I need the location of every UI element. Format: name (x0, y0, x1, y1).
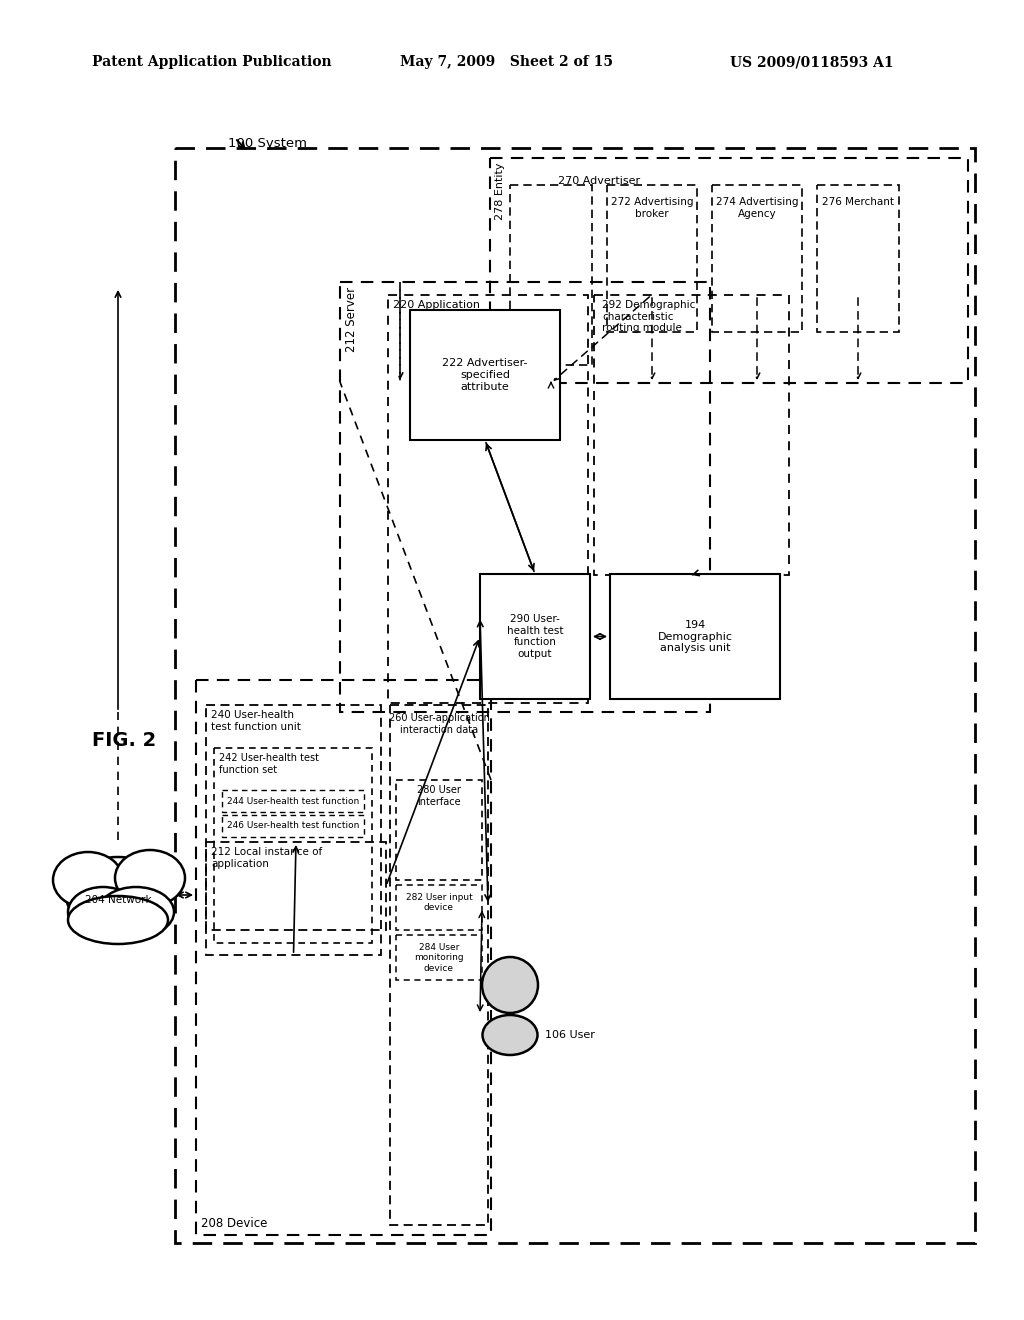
Text: 212 Server: 212 Server (345, 286, 358, 352)
Text: 194
Demographic
analysis unit: 194 Demographic analysis unit (657, 620, 732, 653)
Text: 284 User
monitoring
device: 284 User monitoring device (414, 942, 464, 973)
Bar (396, 884, 482, 931)
Text: 282 User input
device: 282 User input device (406, 894, 472, 912)
Bar (396, 935, 482, 979)
Bar (610, 574, 780, 700)
Text: FIG. 2: FIG. 2 (92, 730, 157, 750)
Text: 212 Local instance of
application: 212 Local instance of application (211, 847, 323, 869)
Text: Patent Application Publication: Patent Application Publication (92, 55, 332, 69)
Text: 204 Network: 204 Network (85, 895, 152, 906)
Text: 222 Advertiser-
specified
attribute: 222 Advertiser- specified attribute (442, 359, 527, 392)
Bar (712, 185, 802, 333)
Bar (206, 842, 386, 931)
Ellipse shape (68, 887, 138, 937)
Text: 276 Merchant: 276 Merchant (822, 197, 894, 207)
Text: 272 Advertising
broker: 272 Advertising broker (610, 197, 693, 219)
Ellipse shape (68, 896, 168, 944)
Bar (222, 814, 364, 837)
Text: 246 User-health test function: 246 User-health test function (226, 821, 359, 830)
Text: 208 Device: 208 Device (201, 1217, 267, 1230)
Text: 220 Application: 220 Application (393, 300, 480, 310)
Text: 100 System: 100 System (228, 137, 307, 150)
Text: 240 User-health
test function unit: 240 User-health test function unit (211, 710, 301, 731)
Bar (222, 789, 364, 812)
Text: 274 Advertising
Agency: 274 Advertising Agency (716, 197, 799, 219)
Ellipse shape (115, 850, 185, 906)
Bar (396, 780, 482, 880)
Text: 292 Demographic
characteristic
routing module: 292 Demographic characteristic routing m… (602, 300, 695, 333)
Bar (340, 282, 710, 711)
Bar (214, 748, 372, 942)
Bar (490, 158, 968, 383)
Bar (480, 574, 590, 700)
Bar (410, 310, 560, 440)
Bar (594, 294, 790, 576)
Bar (175, 148, 975, 1243)
Text: 244 User-health test function: 244 User-health test function (227, 796, 359, 805)
Ellipse shape (53, 851, 123, 908)
Text: 106 User: 106 User (545, 1030, 595, 1040)
Bar (510, 185, 592, 366)
Bar (206, 705, 381, 954)
Text: May 7, 2009   Sheet 2 of 15: May 7, 2009 Sheet 2 of 15 (400, 55, 613, 69)
Text: 260 User-application
interaction data: 260 User-application interaction data (388, 713, 489, 735)
Bar (390, 705, 488, 1225)
Circle shape (482, 957, 538, 1012)
Bar (817, 185, 899, 333)
Ellipse shape (66, 857, 170, 933)
Bar (388, 294, 588, 704)
Text: 280 User
interface: 280 User interface (417, 785, 461, 807)
Bar (196, 680, 490, 1236)
Ellipse shape (482, 1015, 538, 1055)
Text: 270 Advertiser: 270 Advertiser (558, 176, 640, 186)
Text: 290 User-
health test
function
output: 290 User- health test function output (507, 614, 563, 659)
Bar (607, 185, 697, 333)
Text: 242 User-health test
function set: 242 User-health test function set (219, 752, 319, 775)
Text: US 2009/0118593 A1: US 2009/0118593 A1 (730, 55, 894, 69)
Text: 278 Entity: 278 Entity (495, 162, 505, 220)
Ellipse shape (98, 887, 174, 937)
